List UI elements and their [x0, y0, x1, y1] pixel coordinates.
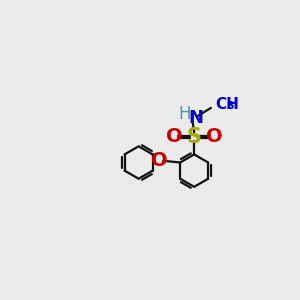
Text: O: O — [206, 127, 223, 146]
Text: O: O — [166, 127, 182, 146]
Text: H: H — [178, 105, 191, 123]
Text: S: S — [187, 127, 202, 147]
Text: 3: 3 — [226, 101, 234, 111]
Text: CH: CH — [215, 97, 239, 112]
Text: O: O — [151, 151, 167, 170]
Text: N: N — [188, 110, 203, 128]
